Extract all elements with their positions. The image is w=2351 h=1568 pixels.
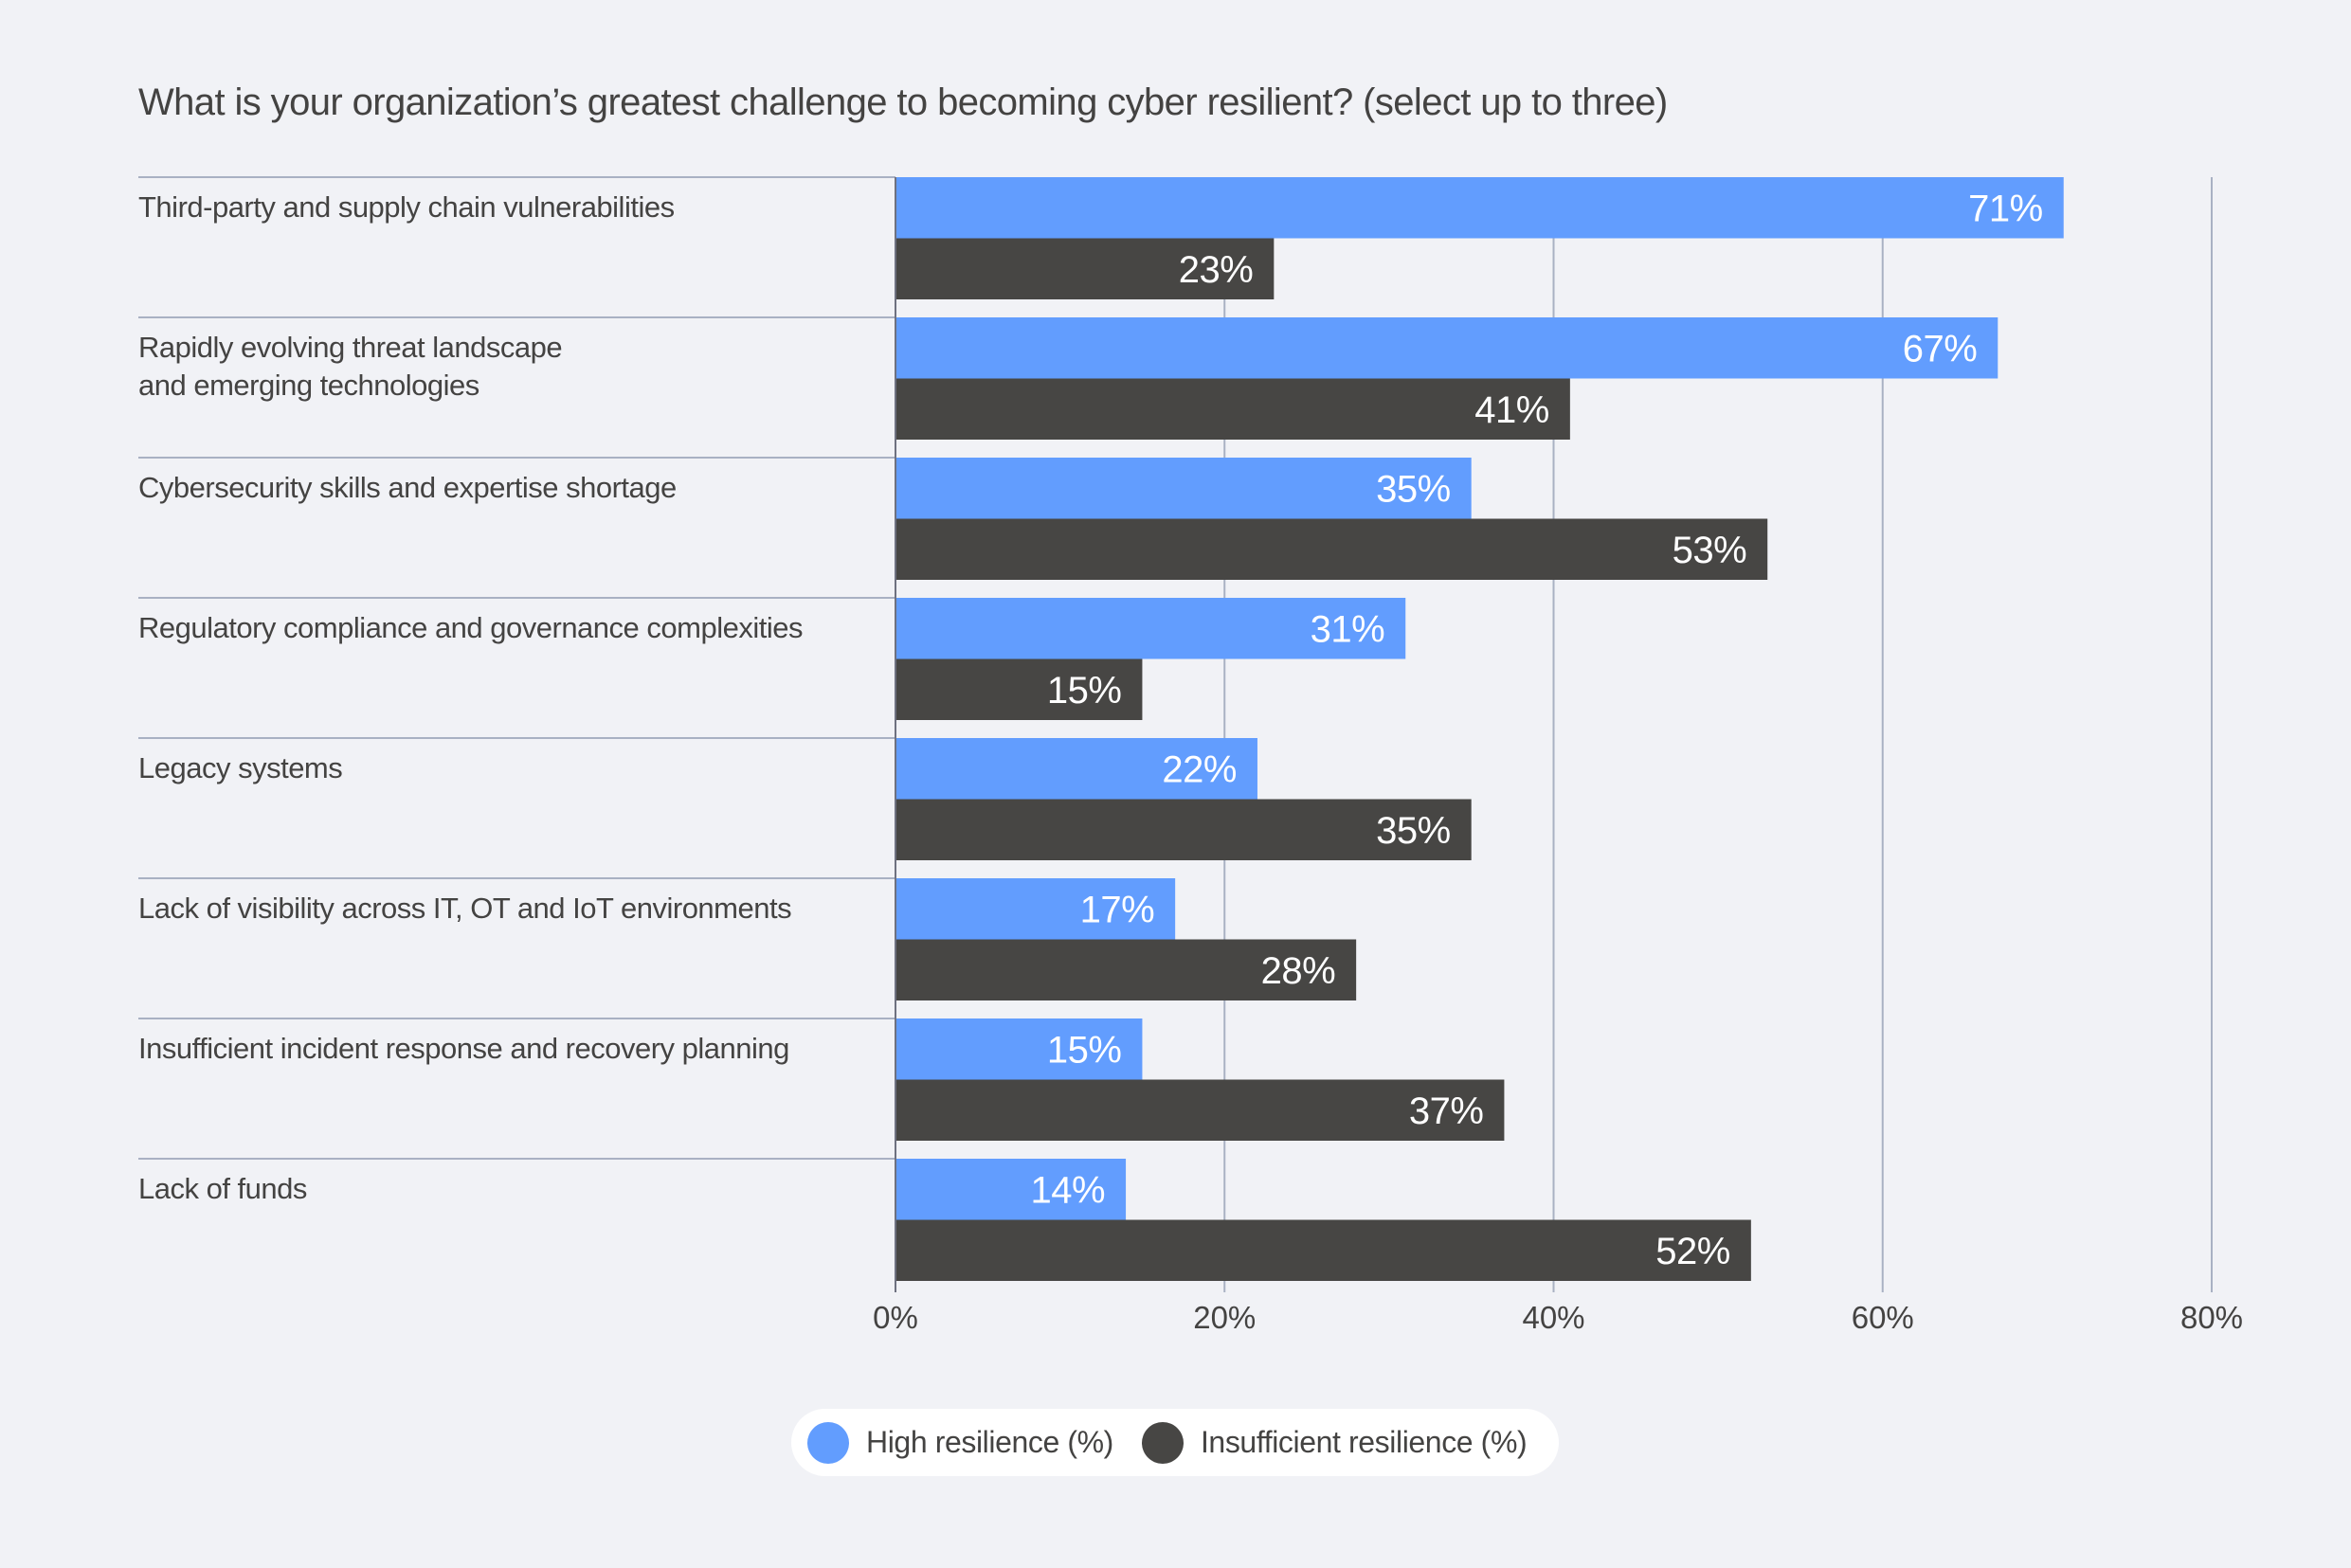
x-axis: 0% 20% 40% 60% 80% (873, 177, 2243, 1335)
category-label: Third-party and supply chain vulnerabili… (138, 190, 675, 224)
x-tick-label: 80% (2180, 1300, 2243, 1335)
bar-insufficient-8 (895, 1219, 1751, 1281)
bar-high-6 (895, 878, 1176, 940)
legend-swatch-insufficient-resilience (1141, 1421, 1184, 1464)
value-label: 22% (1162, 748, 1237, 790)
value-label: 17% (1080, 889, 1155, 930)
legend-item-high-resilience[interactable]: High resilience (%) (807, 1421, 1113, 1464)
bar-insufficient-3 (895, 518, 1768, 580)
category-label-line: Third-party and supply chain vulnerabili… (138, 190, 675, 224)
value-label: 15% (1047, 1029, 1122, 1071)
value-label: 52% (1655, 1231, 1730, 1272)
category-label-line: Regulatory compliance and governance com… (138, 611, 803, 644)
category-label-line: Legacy systems (138, 751, 342, 784)
bar-high-7 (895, 1018, 1143, 1080)
category-label-line: Rapidly evolving threat landscape (138, 331, 562, 364)
legend-item-insufficient-resilience[interactable]: Insufficient resilience (%) (1141, 1421, 1528, 1464)
x-tick-label: 60% (1852, 1300, 1914, 1335)
value-label: 35% (1376, 468, 1451, 510)
value-label: 41% (1474, 389, 1549, 431)
category-label-line: Cybersecurity skills and expertise short… (138, 471, 677, 504)
chart-title: What is your organization’s greatest cha… (138, 81, 1668, 123)
x-tick-label: 20% (1193, 1300, 1256, 1335)
legend-label: Insufficient resilience (%) (1200, 1425, 1528, 1459)
category-label-line: Lack of funds (138, 1172, 307, 1205)
bar-insufficient-5 (895, 799, 1472, 860)
bar-insufficient-6 (895, 939, 1357, 1000)
value-label: 14% (1031, 1169, 1106, 1211)
value-label: 15% (1047, 670, 1122, 712)
category-label-line: Insufficient incident response and recov… (138, 1032, 789, 1065)
x-tick-label: 40% (1522, 1300, 1584, 1335)
bar-high-2 (895, 317, 1998, 379)
category-label: Cybersecurity skills and expertise short… (138, 471, 677, 504)
category-label: Lack of visibility across IT, OT and IoT… (138, 892, 791, 925)
legend-label: High resilience (%) (866, 1425, 1113, 1459)
category-label-line: and emerging technologies (138, 369, 479, 402)
value-label: 37% (1409, 1090, 1484, 1132)
bar-high-5 (895, 738, 1257, 800)
value-label: 67% (1903, 328, 1978, 369)
bar-high-8 (895, 1159, 1127, 1220)
category-rows: Third-party and supply chain vulnerabili… (138, 176, 895, 1205)
bar-insufficient-4 (895, 658, 1143, 720)
category-label-line: Lack of visibility across IT, OT and IoT… (138, 892, 791, 925)
category-label: Legacy systems (138, 751, 342, 784)
category-label: Rapidly evolving threat landscape and eme… (138, 331, 562, 402)
value-label: 28% (1261, 950, 1336, 992)
bar-insufficient-1 (895, 238, 1275, 299)
bar-high-4 (895, 598, 1406, 659)
value-label: 31% (1311, 608, 1385, 650)
category-label: Lack of funds (138, 1172, 307, 1205)
bar-insufficient-2 (895, 378, 1570, 440)
x-tick-label: 0% (873, 1300, 918, 1335)
bar-high-3 (895, 458, 1472, 519)
bar-insufficient-7 (895, 1079, 1505, 1141)
legend: High resilience (%) Insufficient resilie… (791, 1409, 1559, 1476)
category-label: Insufficient incident response and recov… (138, 1032, 789, 1065)
bar-high-1 (895, 177, 2064, 239)
value-label: 71% (1968, 188, 2043, 229)
value-label: 23% (1179, 249, 1254, 291)
category-label: Regulatory compliance and governance com… (138, 611, 803, 644)
value-label: 53% (1673, 530, 1747, 571)
value-label: 35% (1376, 810, 1451, 852)
legend-swatch-high-resilience (807, 1421, 849, 1464)
bars: 71% 23% 67% 41% 35% 53% 31% 15% 22% 35% 17% 28% 15% 3… (895, 177, 2064, 1281)
